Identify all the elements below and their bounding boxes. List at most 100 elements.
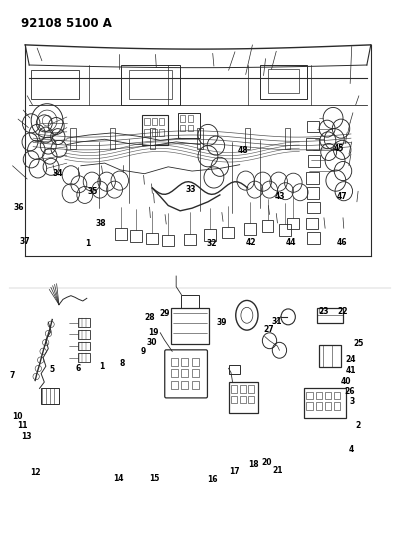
Bar [144, 128, 150, 135]
Text: 33: 33 [186, 185, 196, 194]
Bar [307, 232, 320, 244]
Bar [150, 127, 155, 149]
Bar [325, 392, 331, 399]
Text: 92108 5100 A: 92108 5100 A [21, 17, 112, 30]
Bar [316, 392, 322, 399]
Text: 38: 38 [95, 219, 106, 228]
Bar [152, 128, 157, 135]
Bar [192, 381, 199, 389]
Bar [306, 392, 313, 399]
Text: 15: 15 [149, 474, 160, 483]
Text: 13: 13 [21, 432, 31, 441]
Bar [316, 402, 322, 410]
Bar [248, 385, 254, 393]
Bar [334, 402, 340, 410]
Text: 26: 26 [344, 386, 355, 395]
Bar [306, 138, 319, 150]
Bar [317, 308, 343, 322]
Bar [181, 358, 188, 366]
Bar [307, 202, 320, 214]
Bar [162, 235, 174, 246]
Text: 39: 39 [216, 318, 227, 327]
Text: 43: 43 [274, 192, 285, 201]
Bar [181, 381, 188, 389]
Bar [181, 369, 188, 377]
Bar [130, 230, 142, 242]
Bar [334, 392, 340, 399]
Bar [280, 224, 291, 236]
Text: 14: 14 [113, 474, 124, 483]
Text: 27: 27 [263, 325, 274, 334]
Text: 1: 1 [99, 362, 104, 370]
Text: 5: 5 [50, 365, 55, 374]
Text: 12: 12 [30, 468, 40, 477]
Bar [192, 358, 199, 366]
Bar [188, 125, 193, 131]
Bar [306, 402, 313, 410]
Text: 37: 37 [20, 237, 30, 246]
Bar [285, 127, 290, 149]
Text: 2: 2 [356, 421, 361, 430]
Bar [240, 396, 246, 403]
Bar [78, 330, 90, 338]
Bar [171, 381, 178, 389]
Bar [171, 308, 209, 344]
Bar [180, 125, 185, 131]
Bar [78, 318, 90, 327]
Text: 4: 4 [348, 445, 354, 454]
Text: 18: 18 [248, 461, 259, 469]
Bar [287, 217, 299, 229]
Bar [171, 358, 178, 366]
Bar [244, 223, 256, 235]
Bar [240, 385, 246, 393]
Bar [78, 353, 90, 362]
Bar [178, 113, 200, 138]
Bar [159, 128, 164, 135]
Bar [306, 217, 318, 229]
Bar [188, 115, 193, 122]
Text: 7: 7 [10, 371, 15, 380]
Text: 48: 48 [238, 147, 248, 156]
Text: 45: 45 [334, 144, 344, 154]
Bar [308, 155, 320, 167]
Bar [245, 127, 250, 149]
Text: 8: 8 [120, 359, 125, 368]
Text: 10: 10 [12, 411, 22, 421]
Text: 17: 17 [230, 467, 240, 476]
Bar [229, 365, 240, 374]
Bar [152, 118, 157, 125]
Bar [222, 227, 234, 238]
Text: 21: 21 [272, 466, 283, 474]
Text: 46: 46 [337, 238, 348, 247]
Bar [159, 118, 164, 125]
Text: 24: 24 [345, 356, 356, 365]
Bar [144, 118, 150, 125]
Text: 35: 35 [88, 187, 98, 196]
Bar [110, 127, 115, 149]
Bar [307, 120, 319, 132]
Text: 41: 41 [346, 367, 356, 375]
Bar [41, 389, 59, 405]
Bar [192, 369, 199, 377]
Text: 34: 34 [52, 169, 63, 178]
Text: 3: 3 [349, 397, 354, 406]
Bar [260, 65, 307, 100]
Text: 6: 6 [75, 364, 80, 373]
Bar [231, 385, 237, 393]
Text: 29: 29 [160, 309, 170, 318]
Bar [325, 402, 331, 410]
Text: 30: 30 [146, 338, 157, 348]
Text: 42: 42 [246, 238, 256, 247]
Bar [229, 382, 258, 413]
Text: 16: 16 [207, 475, 217, 484]
Bar [180, 115, 185, 122]
Bar [184, 233, 196, 245]
Bar [307, 187, 319, 199]
Text: 40: 40 [341, 376, 352, 385]
Bar [171, 369, 178, 377]
Bar [231, 396, 237, 403]
Text: 36: 36 [14, 203, 24, 212]
Text: 44: 44 [285, 238, 296, 247]
Text: 28: 28 [144, 313, 155, 322]
Bar [181, 295, 199, 308]
